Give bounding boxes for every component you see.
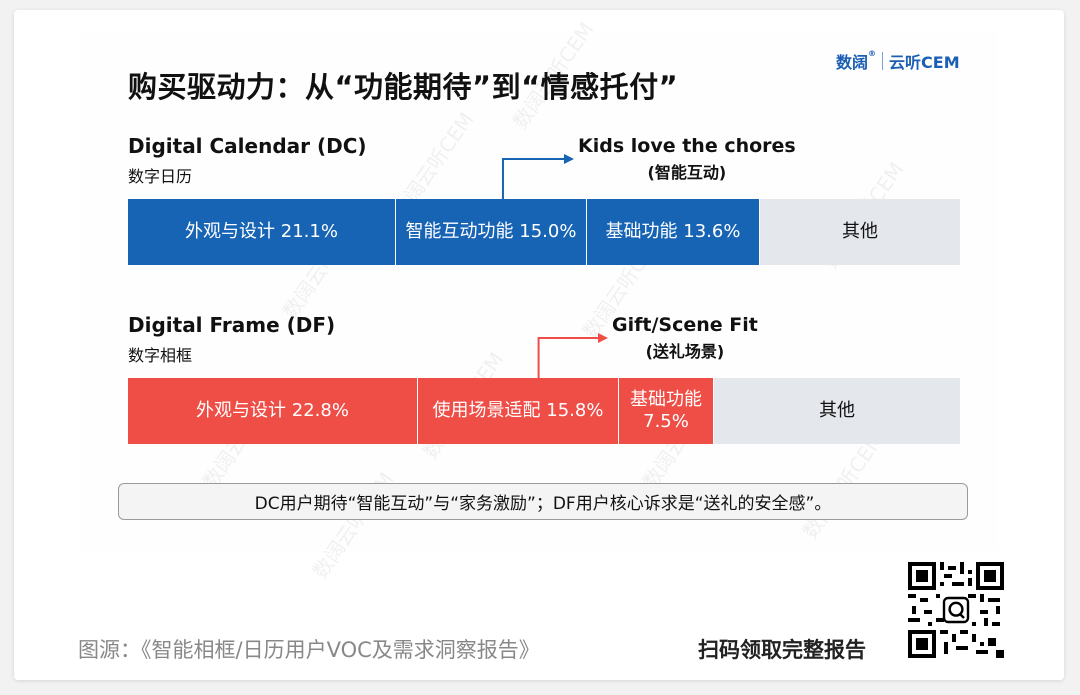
- dc-chart-subtitle: 数字日历: [128, 167, 193, 186]
- page-title: 购买驱动力：从“功能期待”到“情感托付”: [128, 70, 679, 104]
- brand-divider: [882, 52, 884, 70]
- dc-stacked-bar: 外观与设计 21.1% 智能互动功能 15.0% 基础功能 13.6% 其他: [128, 199, 960, 265]
- slide: [80, 32, 998, 550]
- scan-cta[interactable]: 扫码领取完整报告: [698, 638, 866, 662]
- bar-segment: 基础功能 13.6%: [587, 199, 760, 265]
- df-callout-subtitle: (送礼场景): [645, 342, 725, 361]
- dc-callout: Kids love the chores (智能互动): [578, 135, 796, 183]
- bar-segment: 其他: [714, 378, 960, 444]
- df-callout-title: Gift/Scene Fit: [612, 314, 758, 336]
- brand-logo-text: 数阔®: [836, 49, 877, 72]
- df-stacked-bar: 外观与设计 22.8% 使用场景适配 15.8% 基础功能 7.5% 其他: [128, 378, 960, 444]
- dc-callout-title: Kids love the chores: [578, 135, 796, 157]
- bar-segment: 使用场景适配 15.8%: [418, 378, 619, 444]
- summary-box: DC用户期待“智能互动”与“家务激励”；DF用户核心诉求是“送礼的安全感”。: [118, 483, 968, 520]
- df-chart-subtitle: 数字相框: [128, 346, 193, 365]
- source-caption: 图源：《智能相框/日历用户VOC及需求洞察报告》: [78, 638, 540, 662]
- brand-product: 云听CEM: [889, 53, 960, 72]
- bar-segment: 外观与设计 22.8%: [128, 378, 418, 444]
- bar-segment: 外观与设计 21.1%: [128, 199, 396, 265]
- bar-segment: 智能互动功能 15.0%: [396, 199, 587, 265]
- bar-segment: 基础功能 7.5%: [619, 378, 714, 444]
- df-callout: Gift/Scene Fit (送礼场景): [612, 314, 758, 362]
- df-chart-title: Digital Frame (DF): [128, 313, 336, 337]
- qr-code[interactable]: [908, 562, 1004, 658]
- dc-chart-title: Digital Calendar (DC): [128, 134, 367, 158]
- bar-segment: 其他: [760, 199, 960, 265]
- brand-logo: 数阔® 云听CEM: [836, 48, 960, 74]
- dc-callout-subtitle: (智能互动): [647, 163, 727, 182]
